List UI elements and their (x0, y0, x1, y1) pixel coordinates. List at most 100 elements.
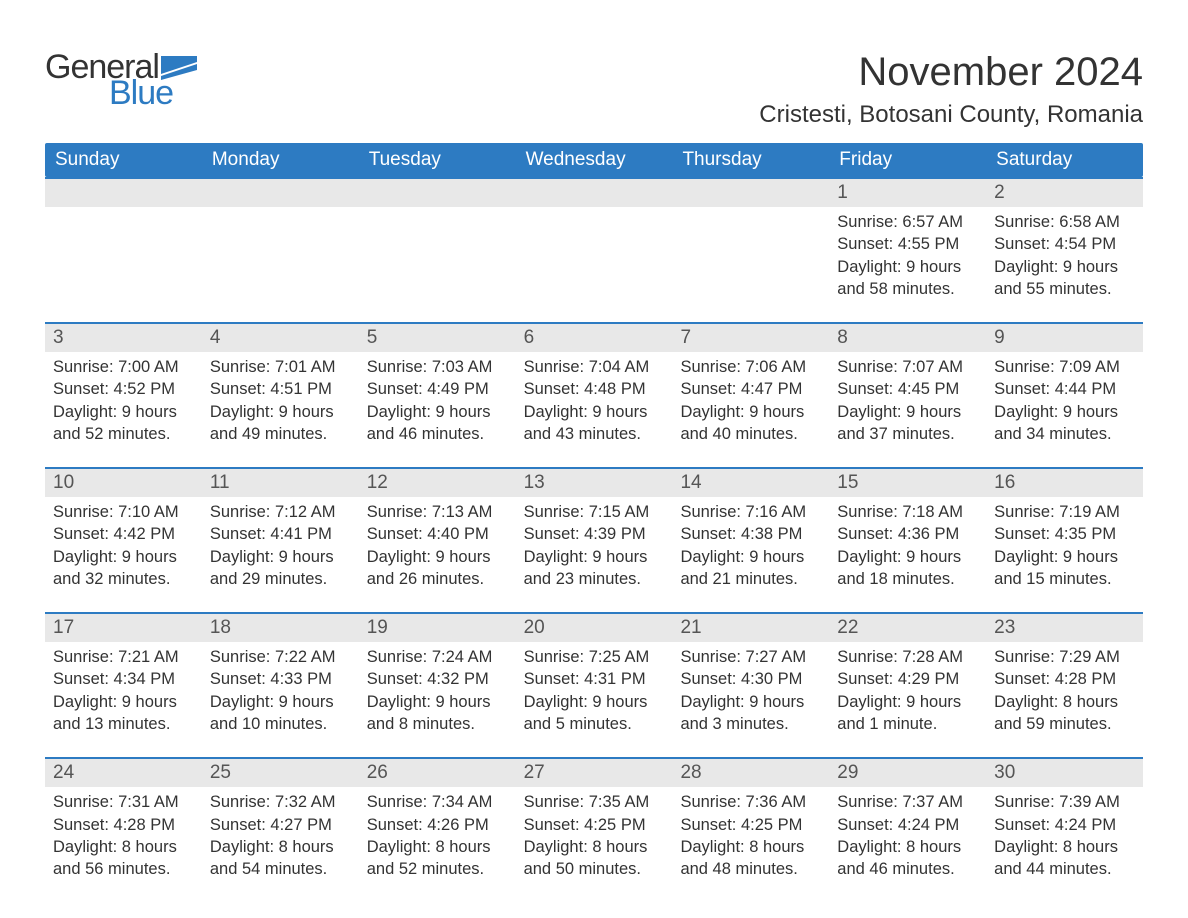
dow-thursday: Thursday (672, 143, 829, 177)
daylight-text: Daylight: 9 hours (367, 691, 508, 713)
sunrise-text: Sunrise: 7:15 AM (524, 501, 665, 523)
daylight-text: Daylight: 9 hours (524, 401, 665, 423)
daylight-text: and 59 minutes. (994, 713, 1135, 735)
sunrise-text: Sunrise: 7:29 AM (994, 646, 1135, 668)
daylight-text: and 55 minutes. (994, 278, 1135, 300)
day-cell: 5Sunrise: 7:03 AMSunset: 4:49 PMDaylight… (359, 324, 516, 449)
sunset-text: Sunset: 4:54 PM (994, 233, 1135, 255)
day-info: Sunrise: 7:24 AMSunset: 4:32 PMDaylight:… (359, 642, 516, 739)
day-number: 12 (359, 469, 516, 497)
sunset-text: Sunset: 4:30 PM (680, 668, 821, 690)
daylight-text: Daylight: 9 hours (367, 401, 508, 423)
daylight-text: and 10 minutes. (210, 713, 351, 735)
daylight-text: and 54 minutes. (210, 858, 351, 880)
sunset-text: Sunset: 4:25 PM (680, 814, 821, 836)
day-cell: 7Sunrise: 7:06 AMSunset: 4:47 PMDaylight… (672, 324, 829, 449)
empty-daynum (45, 179, 202, 207)
week-row: 1Sunrise: 6:57 AMSunset: 4:55 PMDaylight… (45, 177, 1143, 304)
day-number: 18 (202, 614, 359, 642)
day-cell: 21Sunrise: 7:27 AMSunset: 4:30 PMDayligh… (672, 614, 829, 739)
daylight-text: Daylight: 8 hours (524, 836, 665, 858)
daylight-text: and 18 minutes. (837, 568, 978, 590)
sunset-text: Sunset: 4:39 PM (524, 523, 665, 545)
sunrise-text: Sunrise: 7:34 AM (367, 791, 508, 813)
daylight-text: Daylight: 8 hours (994, 836, 1135, 858)
daylight-text: Daylight: 9 hours (680, 691, 821, 713)
day-info: Sunrise: 7:06 AMSunset: 4:47 PMDaylight:… (672, 352, 829, 449)
day-info: Sunrise: 7:16 AMSunset: 4:38 PMDaylight:… (672, 497, 829, 594)
empty-daynum (359, 179, 516, 207)
daylight-text: and 8 minutes. (367, 713, 508, 735)
daylight-text: Daylight: 9 hours (994, 546, 1135, 568)
day-cell: 3Sunrise: 7:00 AMSunset: 4:52 PMDaylight… (45, 324, 202, 449)
daylight-text: and 32 minutes. (53, 568, 194, 590)
day-number: 29 (829, 759, 986, 787)
sunrise-text: Sunrise: 6:57 AM (837, 211, 978, 233)
day-number: 25 (202, 759, 359, 787)
sunrise-text: Sunrise: 7:35 AM (524, 791, 665, 813)
daylight-text: Daylight: 9 hours (837, 691, 978, 713)
dow-wednesday: Wednesday (516, 143, 673, 177)
daylight-text: and 40 minutes. (680, 423, 821, 445)
day-info: Sunrise: 7:00 AMSunset: 4:52 PMDaylight:… (45, 352, 202, 449)
day-cell: 2Sunrise: 6:58 AMSunset: 4:54 PMDaylight… (986, 179, 1143, 304)
sunrise-text: Sunrise: 7:03 AM (367, 356, 508, 378)
sunrise-text: Sunrise: 7:04 AM (524, 356, 665, 378)
daylight-text: and 46 minutes. (837, 858, 978, 880)
sunrise-text: Sunrise: 7:22 AM (210, 646, 351, 668)
sunset-text: Sunset: 4:55 PM (837, 233, 978, 255)
day-info: Sunrise: 7:29 AMSunset: 4:28 PMDaylight:… (986, 642, 1143, 739)
day-info: Sunrise: 7:07 AMSunset: 4:45 PMDaylight:… (829, 352, 986, 449)
daylight-text: and 52 minutes. (53, 423, 194, 445)
day-info: Sunrise: 6:57 AMSunset: 4:55 PMDaylight:… (829, 207, 986, 304)
sunrise-text: Sunrise: 7:36 AM (680, 791, 821, 813)
sunset-text: Sunset: 4:28 PM (53, 814, 194, 836)
day-cell: 27Sunrise: 7:35 AMSunset: 4:25 PMDayligh… (516, 759, 673, 884)
sunrise-text: Sunrise: 7:07 AM (837, 356, 978, 378)
day-info: Sunrise: 7:39 AMSunset: 4:24 PMDaylight:… (986, 787, 1143, 884)
day-number: 2 (986, 179, 1143, 207)
day-cell: 4Sunrise: 7:01 AMSunset: 4:51 PMDaylight… (202, 324, 359, 449)
day-info: Sunrise: 7:31 AMSunset: 4:28 PMDaylight:… (45, 787, 202, 884)
day-number: 27 (516, 759, 673, 787)
daylight-text: and 46 minutes. (367, 423, 508, 445)
daylight-text: Daylight: 9 hours (210, 401, 351, 423)
day-cell (202, 179, 359, 304)
logo: General Blue (45, 50, 197, 110)
sunrise-text: Sunrise: 7:24 AM (367, 646, 508, 668)
dow-sunday: Sunday (45, 143, 202, 177)
sunset-text: Sunset: 4:31 PM (524, 668, 665, 690)
sunrise-text: Sunrise: 7:31 AM (53, 791, 194, 813)
sunrise-text: Sunrise: 7:18 AM (837, 501, 978, 523)
day-info: Sunrise: 7:22 AMSunset: 4:33 PMDaylight:… (202, 642, 359, 739)
sunset-text: Sunset: 4:24 PM (837, 814, 978, 836)
sunset-text: Sunset: 4:52 PM (53, 378, 194, 400)
day-number: 7 (672, 324, 829, 352)
day-cell: 1Sunrise: 6:57 AMSunset: 4:55 PMDaylight… (829, 179, 986, 304)
day-number: 17 (45, 614, 202, 642)
sunrise-text: Sunrise: 7:21 AM (53, 646, 194, 668)
daylight-text: Daylight: 9 hours (680, 401, 821, 423)
day-cell: 13Sunrise: 7:15 AMSunset: 4:39 PMDayligh… (516, 469, 673, 594)
sunset-text: Sunset: 4:49 PM (367, 378, 508, 400)
day-number: 24 (45, 759, 202, 787)
day-number: 8 (829, 324, 986, 352)
day-info: Sunrise: 7:03 AMSunset: 4:49 PMDaylight:… (359, 352, 516, 449)
day-info: Sunrise: 7:35 AMSunset: 4:25 PMDaylight:… (516, 787, 673, 884)
daylight-text: Daylight: 9 hours (53, 546, 194, 568)
day-number: 3 (45, 324, 202, 352)
dow-saturday: Saturday (986, 143, 1143, 177)
day-cell: 9Sunrise: 7:09 AMSunset: 4:44 PMDaylight… (986, 324, 1143, 449)
day-cell: 25Sunrise: 7:32 AMSunset: 4:27 PMDayligh… (202, 759, 359, 884)
sunrise-text: Sunrise: 6:58 AM (994, 211, 1135, 233)
daylight-text: and 44 minutes. (994, 858, 1135, 880)
daylight-text: and 56 minutes. (53, 858, 194, 880)
daylight-text: and 49 minutes. (210, 423, 351, 445)
day-cell: 12Sunrise: 7:13 AMSunset: 4:40 PMDayligh… (359, 469, 516, 594)
sunset-text: Sunset: 4:51 PM (210, 378, 351, 400)
day-info: Sunrise: 7:19 AMSunset: 4:35 PMDaylight:… (986, 497, 1143, 594)
sunrise-text: Sunrise: 7:32 AM (210, 791, 351, 813)
day-info: Sunrise: 6:58 AMSunset: 4:54 PMDaylight:… (986, 207, 1143, 304)
title-block: November 2024 Cristesti, Botosani County… (759, 50, 1143, 129)
dow-monday: Monday (202, 143, 359, 177)
